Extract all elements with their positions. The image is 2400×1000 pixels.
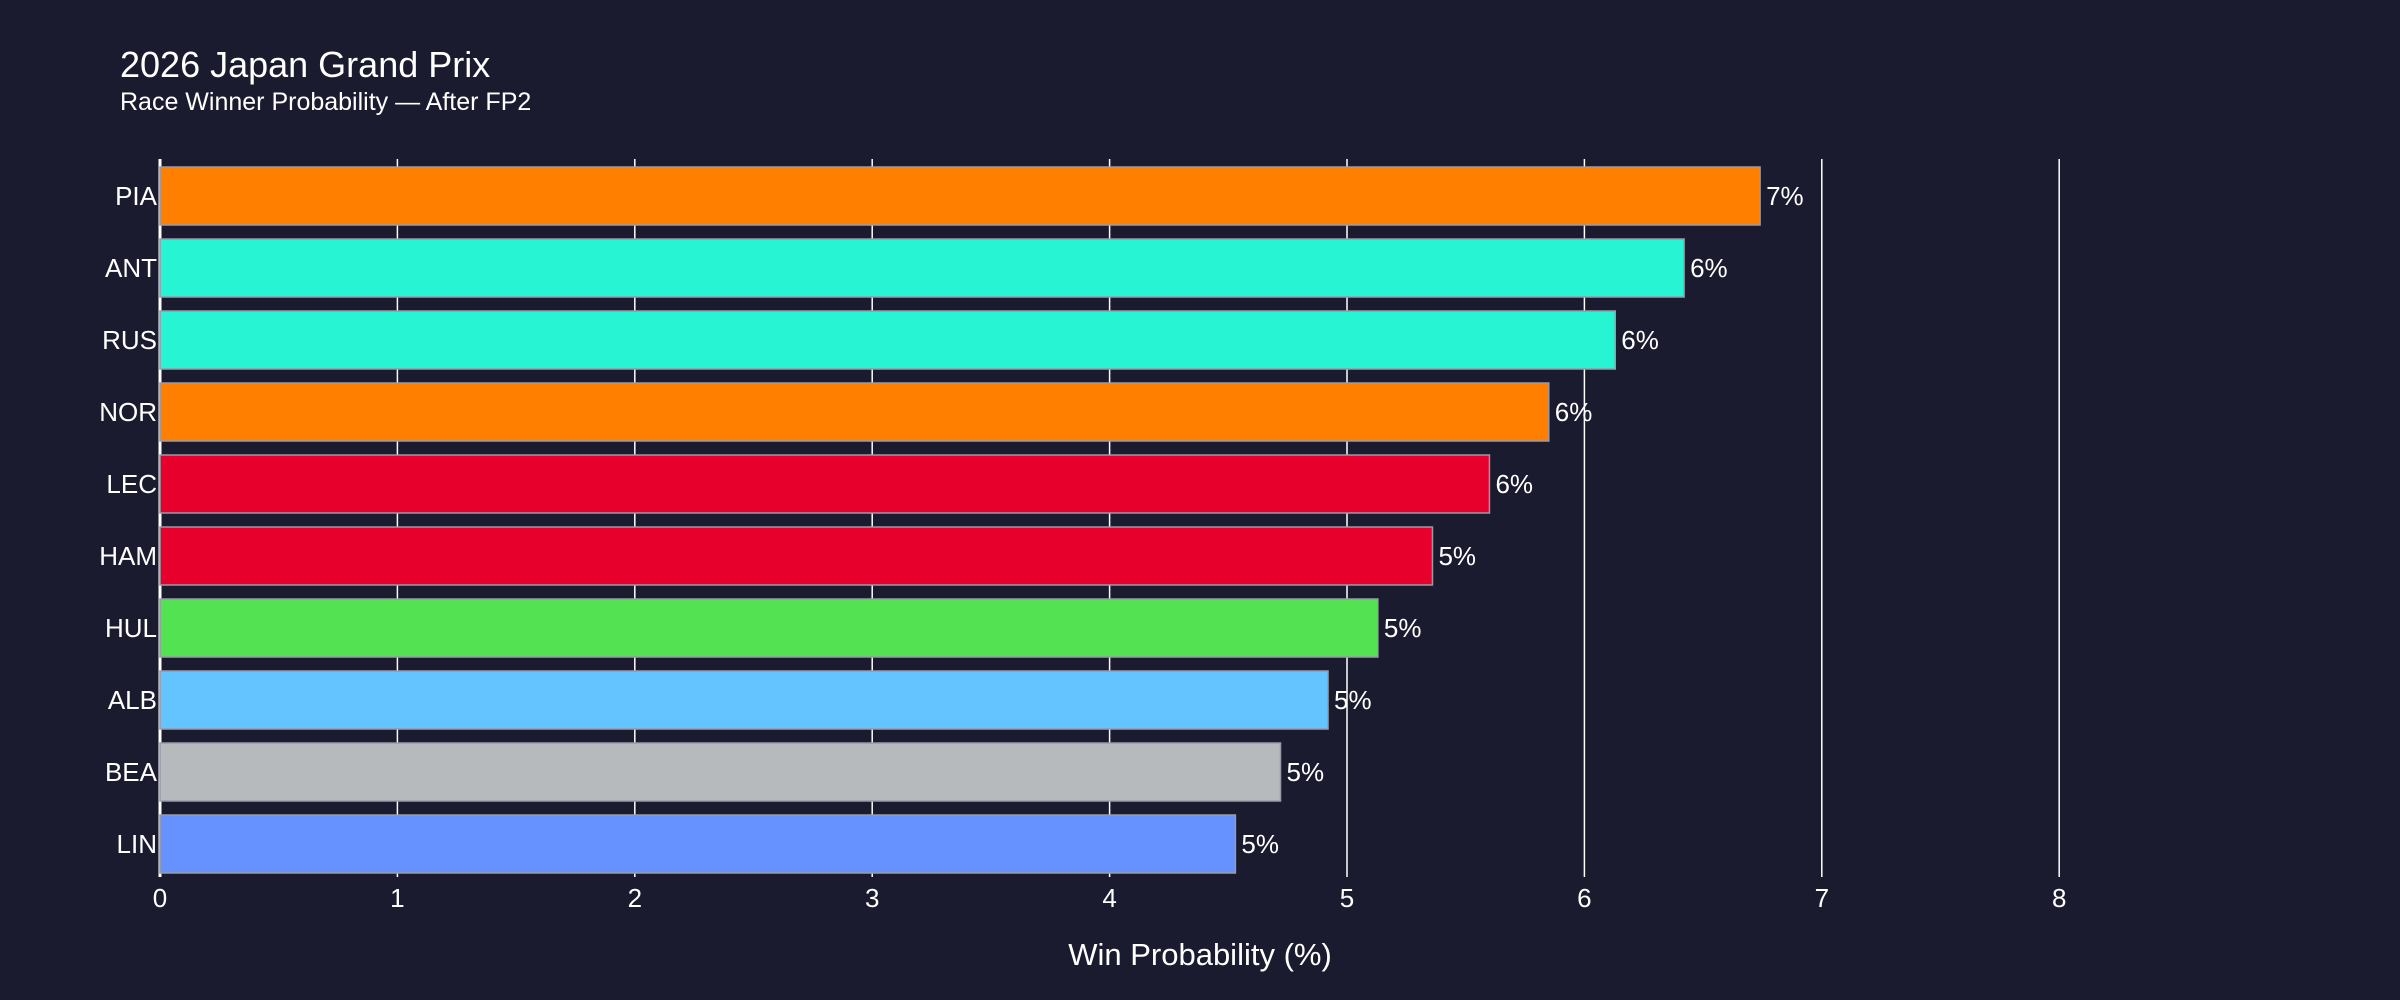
x-tick-label: 5 bbox=[1340, 883, 1354, 913]
bar-hul bbox=[159, 598, 1379, 658]
bar-bea bbox=[159, 742, 1282, 802]
bar-ham bbox=[159, 526, 1434, 586]
x-tick-label: 0 bbox=[153, 883, 167, 913]
y-category-label: LIN bbox=[117, 829, 157, 859]
data-label: 6% bbox=[1690, 253, 1728, 283]
data-label: 7% bbox=[1766, 181, 1804, 211]
bar-rus bbox=[159, 310, 1617, 370]
y-category-label: RUS bbox=[102, 325, 157, 355]
y-category-label: HUL bbox=[105, 613, 157, 643]
y-category-label: LEC bbox=[106, 469, 157, 499]
bar-lin bbox=[159, 814, 1237, 874]
bar-alb bbox=[159, 670, 1329, 730]
x-tick-label: 6 bbox=[1577, 883, 1591, 913]
y-category-label: ANT bbox=[105, 253, 157, 283]
data-label: 5% bbox=[1287, 757, 1325, 787]
x-tick-label: 8 bbox=[2052, 883, 2066, 913]
bar-pia bbox=[159, 166, 1761, 226]
y-category-label: HAM bbox=[99, 541, 157, 571]
chart-title: 2026 Japan Grand Prix bbox=[120, 44, 491, 85]
data-label: 5% bbox=[1438, 541, 1476, 571]
x-axis-title: Win Probability (%) bbox=[1068, 937, 1332, 972]
data-label: 6% bbox=[1555, 397, 1593, 427]
data-label: 5% bbox=[1334, 685, 1372, 715]
data-label: 5% bbox=[1384, 613, 1422, 643]
data-label: 6% bbox=[1495, 469, 1533, 499]
bar-nor bbox=[159, 382, 1550, 442]
y-category-label: PIA bbox=[115, 181, 158, 211]
bar-ant bbox=[159, 238, 1685, 298]
x-tick-label: 1 bbox=[390, 883, 404, 913]
y-category-label: ALB bbox=[108, 685, 157, 715]
x-tick-label: 4 bbox=[1102, 883, 1116, 913]
x-tick-label: 3 bbox=[865, 883, 879, 913]
x-tick-label: 7 bbox=[1815, 883, 1829, 913]
y-category-label: BEA bbox=[105, 757, 158, 787]
x-tick-label: 2 bbox=[628, 883, 642, 913]
data-label: 5% bbox=[1241, 829, 1279, 859]
y-category-label: NOR bbox=[99, 397, 157, 427]
chart-subtitle: Race Winner Probability — After FP2 bbox=[120, 88, 532, 116]
bar-lec bbox=[159, 454, 1491, 514]
data-label: 6% bbox=[1621, 325, 1659, 355]
